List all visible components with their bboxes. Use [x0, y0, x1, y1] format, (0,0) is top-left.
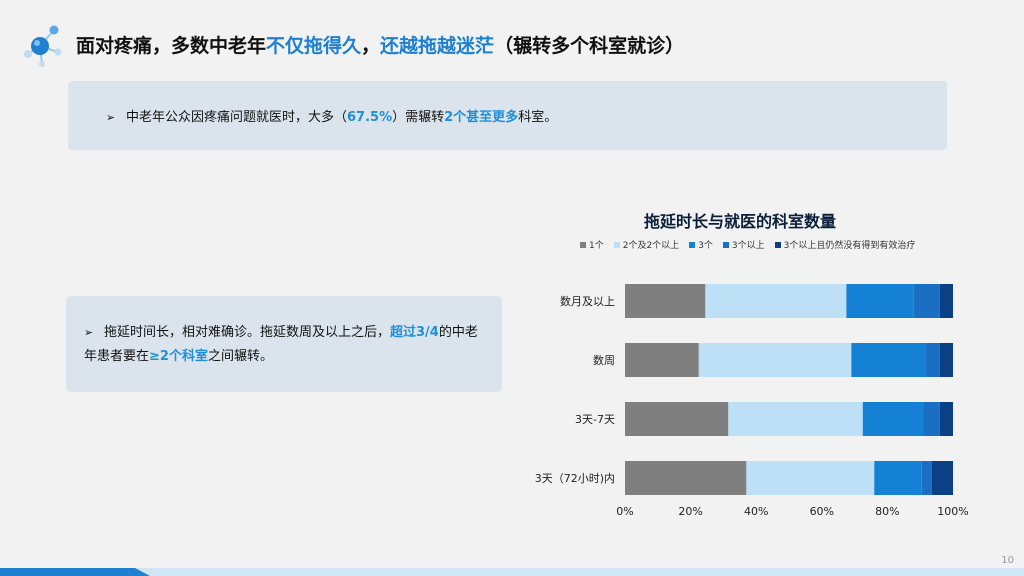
footer-bar [0, 568, 1024, 576]
x-tick-label: 60% [810, 505, 834, 518]
legend-item: 3个以上 [722, 238, 765, 251]
legend-item: 3个 [689, 238, 713, 251]
bar-segment [705, 284, 847, 318]
summary-bullet-2: ➢ 拖延时间长，相对难确诊。拖延数周及以上之后，超过3/4的中老年患者要在≥2个科… [84, 321, 484, 369]
footer-accent [0, 568, 150, 576]
x-tick-label: 0% [616, 505, 633, 518]
legend-swatch [689, 241, 696, 248]
page-number: 10 [1001, 555, 1014, 566]
bar-segment [625, 461, 747, 495]
bullet1-text3: 科室。 [518, 110, 558, 125]
category-label: 数周 [593, 354, 615, 367]
category-label: 数月及以上 [560, 295, 615, 308]
title-part3: （辗转多个科室就诊） [494, 35, 685, 57]
page-title: 面对疼痛，多数中老年不仅拖得久，还越拖越迷茫（辗转多个科室就诊） [76, 31, 684, 58]
title-part1: 面对疼痛，多数中老年 [76, 35, 267, 57]
bar-segment [625, 284, 706, 318]
bullet2-highlight-1: 超过3/4 [390, 325, 439, 340]
bar-segment [931, 461, 953, 495]
legend-label: 3个以上 [731, 241, 765, 251]
summary-box-2 [66, 296, 502, 392]
bar-segment [939, 343, 953, 377]
legend-item: 1个 [580, 238, 604, 251]
bullet2-text2: 的中老年患者要在 [84, 325, 478, 364]
category-label: 3天（72小时)内 [535, 471, 615, 485]
bullet1-text2: ）需辗转 [392, 110, 445, 125]
chart-legend: 1个 2个及2个以上 3个 3个以上 3个以上且仍然没有得到有效治疗 [580, 238, 915, 251]
x-tick-label: 100% [937, 505, 968, 518]
title-highlight-2: 还越拖越迷茫 [380, 35, 495, 57]
summary-bullet-1: ➢ 中老年公众因疼痛问题就医时，大多（67.5%）需辗转2个甚至更多科室。 [106, 106, 557, 130]
title-highlight-1: 不仅拖得久 [266, 35, 362, 57]
legend-label: 3个以上且仍然没有得到有效治疗 [783, 241, 916, 251]
legend-swatch [774, 241, 781, 248]
legend-item: 2个及2个以上 [613, 238, 680, 251]
legend-label: 1个 [589, 241, 604, 251]
legend-swatch [613, 241, 620, 248]
bullet1-percentage: 67.5% [347, 110, 393, 125]
bullet2-highlight-2: ≥2个科室 [149, 349, 208, 364]
bar-segment [625, 343, 699, 377]
legend-item: 3个以上且仍然没有得到有效治疗 [774, 238, 916, 251]
bar-segment [862, 402, 924, 436]
bar-segment [939, 284, 953, 318]
chart-title: 拖延时长与就医的科室数量 [643, 212, 836, 231]
molecule-logo-icon [24, 25, 62, 67]
bar-segment [921, 461, 932, 495]
bar-segment [746, 461, 875, 495]
bar-segment [728, 402, 863, 436]
title-part2: ， [361, 35, 381, 57]
legend-swatch [580, 241, 586, 248]
bullet1-text1: 中老年公众因疼痛问题就医时，大多（ [126, 110, 348, 125]
bullet1-highlight: 2个甚至更多 [444, 110, 519, 125]
arrow-bullet-icon: ➢ [84, 326, 94, 339]
bar-segment [625, 402, 729, 436]
bar-segment [874, 461, 922, 495]
bar-segment [923, 402, 940, 436]
bar-segment [846, 284, 914, 318]
category-label: 3天-7天 [575, 413, 615, 426]
legend-label: 2个及2个以上 [622, 241, 680, 251]
bar-segment [913, 284, 940, 318]
x-tick-label: 20% [678, 505, 702, 518]
bullet2-text3: 之间辗转。 [207, 349, 273, 364]
arrow-bullet-icon: ➢ [106, 111, 116, 124]
x-tick-label: 40% [744, 505, 768, 518]
legend-swatch [722, 241, 729, 248]
bar-segment [925, 343, 940, 377]
bar-segment [939, 402, 953, 436]
legend-label: 3个 [698, 241, 713, 251]
summary-box-1 [68, 81, 947, 150]
x-tick-label: 80% [875, 505, 899, 518]
bar-segment [698, 343, 852, 377]
bullet2-text1: 拖延时间长，相对难确诊。拖延数周及以上之后， [104, 325, 391, 340]
bar-segment [851, 343, 926, 377]
